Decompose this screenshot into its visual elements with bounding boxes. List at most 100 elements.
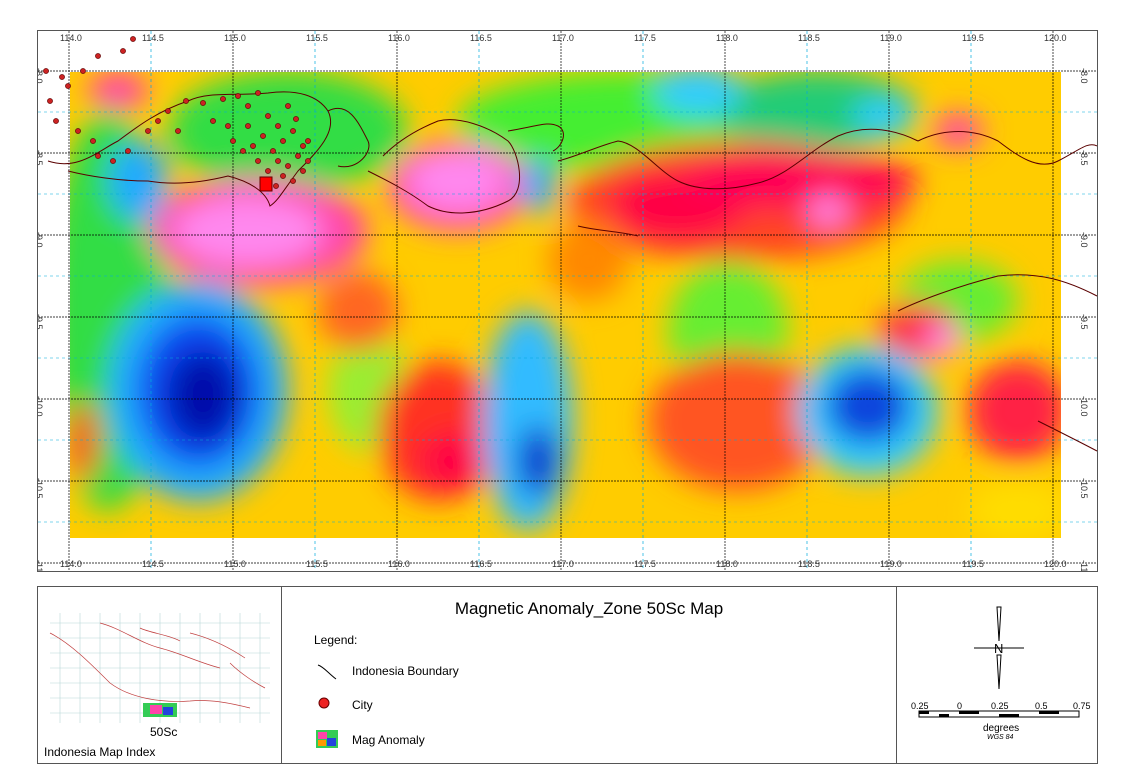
longitude-tick-top: 118.5 [798, 33, 820, 43]
mag-anomaly-swatch-icon [314, 728, 344, 752]
latitude-tick-right: -9.5 [1079, 314, 1089, 330]
city-dot [165, 108, 171, 114]
latitude-tick-right: -9.0 [1079, 232, 1089, 248]
city-dot [245, 103, 251, 109]
legend-panel: Magnetic Anomaly_Zone 50Sc Map Legend: I… [282, 587, 896, 763]
scale-datum: WGS 84 [987, 734, 1014, 741]
anomaly-grid [70, 72, 1061, 538]
city-dot [285, 163, 291, 169]
boundary-line-icon [314, 659, 344, 683]
scale-tick-0: 0.25 [911, 701, 929, 711]
city-dot [275, 123, 281, 129]
city-dot [255, 90, 261, 96]
scale-tick-2: 0.25 [991, 701, 1009, 711]
index-caption: Indonesia Map Index [44, 745, 156, 759]
city-dot [175, 128, 181, 134]
legend-heading: Legend: [314, 633, 358, 647]
city-markers [43, 36, 311, 189]
city-dot [220, 96, 226, 102]
city-dot [275, 158, 281, 164]
longitude-tick-top: 116.5 [470, 33, 492, 43]
city-dot [293, 116, 299, 122]
longitude-tick-top: 117.0 [552, 33, 574, 43]
index-map-thumbnail [49, 613, 270, 723]
city-dot [240, 148, 246, 154]
longitude-tick-bottom: 116.5 [470, 559, 492, 569]
longitude-tick-bottom: 119.5 [962, 559, 984, 569]
city-dot [273, 183, 279, 189]
city-dot [280, 138, 286, 144]
scale-unit: degrees [983, 723, 1020, 734]
city-dot [265, 113, 271, 119]
latitude-tick-left: -9.5 [38, 314, 44, 330]
longitude-tick-bottom: 114.0 [60, 559, 82, 569]
svg-text:N: N [994, 641, 1003, 656]
longitude-tick-bottom: 117.0 [552, 559, 574, 569]
north-scale-panel: N 0.25 0 0.25 0.5 0.75 degrees WGS 84 [896, 587, 1099, 763]
magnetic-anomaly-map[interactable]: 114.0 114.0 114.5 114.5 115.0 115.0 115.5 115.5… [38, 31, 1097, 571]
city-dot [260, 133, 266, 139]
city-dot [95, 53, 101, 59]
longitude-tick-bottom: 120.0 [1044, 559, 1067, 569]
index-map-panel: 50Sc Indonesia Map Index [38, 587, 282, 763]
longitude-tick-bottom: 115.0 [224, 559, 246, 569]
city-dot [250, 143, 256, 149]
latitude-tick-left: -10.0 [38, 396, 44, 417]
city-dot [225, 123, 231, 129]
index-zone-label: 50Sc [150, 725, 178, 739]
north-arrow-icon: N [974, 606, 1024, 690]
latitude-tick-left: -10.5 [38, 478, 44, 499]
city-dot [65, 83, 71, 89]
city-dot [200, 100, 206, 106]
scale-tick-4: 0.75 [1073, 701, 1091, 711]
coordinate-ticks: 114.0 114.0 114.5 114.5 115.0 115.0 115.5 115.5… [38, 33, 1089, 571]
city-dot [270, 148, 276, 154]
longitude-tick-top: 120.0 [1044, 33, 1067, 43]
legend-label-city: City [352, 698, 373, 712]
longitude-tick-top: 114.5 [142, 33, 164, 43]
longitude-tick-bottom: 118.0 [716, 559, 738, 569]
city-dot [43, 68, 49, 74]
city-dot [285, 103, 291, 109]
map-title: Magnetic Anomaly_Zone 50Sc Map [454, 599, 724, 618]
city-dot [183, 98, 189, 104]
latitude-tick-left: -8.5 [38, 150, 44, 166]
city-dot [125, 148, 131, 154]
city-dot [155, 118, 161, 124]
city-dot [120, 48, 126, 54]
city-dot [300, 143, 306, 149]
city-dot [290, 178, 296, 184]
city-dot [53, 118, 59, 124]
city-dot [90, 138, 96, 144]
latitude-tick-left: -9.0 [38, 232, 44, 248]
city-dot [300, 168, 306, 174]
latitude-tick-left: -8.0 [38, 68, 44, 84]
longitude-tick-top: 115.5 [306, 33, 328, 43]
latitude-tick-left: -11.0 [38, 560, 44, 571]
longitude-tick-bottom: 117.5 [634, 559, 656, 569]
latitude-tick-right: -11.0 [1079, 560, 1089, 571]
city-dot [290, 128, 296, 134]
city-dot [235, 93, 241, 99]
legend-frame: 50Sc Indonesia Map Index Magnetic Anomal… [37, 586, 1098, 764]
longitude-tick-top: 119.0 [880, 33, 902, 43]
latitude-tick-right: -8.5 [1079, 150, 1089, 166]
longitude-tick-bottom: 115.5 [306, 559, 328, 569]
city-dot [75, 128, 81, 134]
map-frame[interactable]: 114.0 114.0 114.5 114.5 115.0 115.0 115.5 115.5… [37, 30, 1098, 572]
city-dot [280, 173, 286, 179]
legend-item-boundary: Indonesia Boundary [314, 659, 459, 683]
legend-label-mag-anomaly: Mag Anomaly [352, 733, 425, 747]
city-dot [305, 138, 311, 144]
city-dot [130, 36, 136, 42]
scale-bar [918, 710, 1080, 718]
latitude-tick-right: -10.5 [1079, 478, 1089, 499]
latitude-tick-right: -10.0 [1079, 396, 1089, 417]
city-dot [295, 153, 301, 159]
indonesia-boundary [47, 91, 1097, 452]
city-dot [255, 158, 261, 164]
legend-item-city: City [314, 693, 373, 717]
longitude-tick-top: 118.0 [716, 33, 738, 43]
city-dot-icon [314, 693, 344, 717]
longitude-tick-bottom: 116.0 [388, 559, 410, 569]
